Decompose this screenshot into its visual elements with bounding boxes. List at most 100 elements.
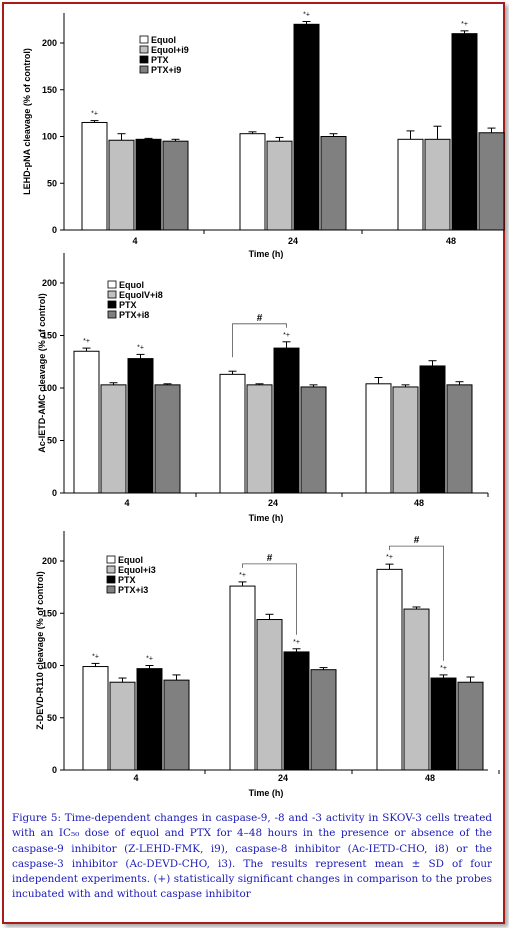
- y-tick-label: 150: [42, 85, 57, 95]
- chart-panel-2: 0 50 100 150 200 Ac-IETD-AMC cleavage (% of c…: [37, 253, 489, 523]
- significance-marker: *+: [92, 653, 99, 660]
- legend-label: PTX+i3: [118, 585, 148, 595]
- bar-equol-i3: [109, 681, 136, 771]
- legend-swatch: [106, 565, 116, 574]
- bar-equol: [82, 666, 109, 771]
- significance-marker: *+: [137, 344, 144, 351]
- y-tick-label: 0: [52, 488, 57, 498]
- y-tick-label: 200: [42, 556, 57, 566]
- bar-equol: [376, 568, 403, 771]
- bar-ptx-i3: [457, 681, 484, 771]
- chart-panel-1: 0 50 100 150 200 LEHD-pNA cleavage (% of cont…: [22, 11, 505, 259]
- legend-label: EquolV+i8: [119, 290, 163, 300]
- significance-marker: *+: [303, 11, 310, 18]
- legend-label: PTX: [119, 300, 137, 310]
- y-tick-label: 50: [47, 713, 57, 723]
- x-tick-label: 24: [268, 498, 278, 508]
- y-tick-label: 0: [52, 765, 57, 775]
- legend-label: PTX+i8: [119, 310, 149, 320]
- bar-ptx-i9: [162, 140, 189, 231]
- bar-ptx: [293, 23, 320, 231]
- significance-marker: *+: [146, 656, 153, 663]
- bar-equol: [365, 383, 392, 494]
- bar-equol: [239, 133, 266, 231]
- bar-equol: [73, 350, 100, 494]
- significance-marker: *+: [293, 639, 300, 646]
- significance-marker: *+: [440, 665, 447, 672]
- bar-equol-i3: [256, 619, 283, 771]
- significance-marker: *+: [461, 21, 468, 28]
- legend-swatch: [139, 65, 149, 74]
- legend-label: Equol+i3: [118, 565, 156, 575]
- legend-swatch: [107, 290, 117, 299]
- bar-ptx: [136, 668, 163, 771]
- bracket-label: #: [267, 553, 273, 564]
- legend-swatch: [139, 35, 149, 44]
- x-tick-label: 4: [133, 773, 138, 783]
- legend-label: Equol: [119, 280, 144, 290]
- chart-panel-3: 0 50 100 150 200 Z-DEVD-R110 cleavage (% of c…: [35, 531, 500, 798]
- legend-swatch: [106, 555, 116, 564]
- legend-label: PTX+i9: [151, 65, 181, 75]
- legend-label: PTX: [118, 575, 136, 585]
- significance-marker: *+: [239, 572, 246, 579]
- legend-swatch: [139, 55, 149, 64]
- bracket-label: #: [414, 535, 420, 546]
- bar-equolv-i8: [392, 386, 419, 494]
- y-axis-title: Ac-IETD-AMC cleavage (% of control): [37, 293, 47, 453]
- bar-equol: [397, 138, 424, 231]
- bar-ptx: [135, 138, 162, 231]
- legend-label: Equol: [118, 555, 143, 565]
- legend-swatch: [106, 585, 116, 594]
- legend-swatch: [107, 300, 117, 309]
- figure-caption: Figure 5: Time-dependent changes in casp…: [12, 812, 492, 901]
- bar-ptx: [419, 365, 446, 494]
- x-tick-label: 48: [414, 498, 424, 508]
- x-tick-label: 4: [124, 498, 129, 508]
- y-tick-label: 200: [42, 38, 57, 48]
- bar-equol-i9: [266, 140, 293, 231]
- x-tick-label: 24: [278, 773, 288, 783]
- bar-equolv-i8: [100, 384, 127, 494]
- y-tick-label: 100: [42, 383, 57, 393]
- significance-marker: *+: [283, 332, 290, 339]
- bracket-label: #: [257, 313, 263, 324]
- x-tick-label: 48: [446, 236, 456, 246]
- bar-ptx-i8: [300, 386, 327, 494]
- legend-swatch: [107, 280, 117, 289]
- legend-swatch: [106, 575, 116, 584]
- bar-ptx: [127, 358, 154, 494]
- significance-marker: *+: [91, 111, 98, 118]
- bar-ptx: [273, 347, 300, 494]
- x-axis-title: Time (h): [249, 788, 284, 798]
- y-tick-label: 100: [42, 661, 57, 671]
- y-tick-label: 200: [42, 278, 57, 288]
- x-tick-label: 24: [288, 236, 298, 246]
- significance-marker: *+: [83, 338, 90, 345]
- bar-equol-i9: [108, 139, 135, 231]
- y-tick-label: 150: [42, 608, 57, 618]
- bar-ptx: [430, 677, 457, 771]
- significance-marker: *+: [386, 554, 393, 561]
- bar-ptx-i8: [154, 384, 181, 494]
- y-tick-label: 150: [42, 331, 57, 341]
- legend-label: Equol: [151, 35, 176, 45]
- bar-ptx-i9: [320, 136, 347, 231]
- legend-label: Equol+i9: [151, 45, 189, 55]
- y-tick-label: 50: [47, 178, 57, 188]
- y-axis-title: Z-DEVD-R110 cleavage (% of control): [35, 571, 45, 730]
- legend-swatch: [107, 310, 117, 319]
- bar-ptx: [451, 33, 478, 231]
- x-axis-title: Time (h): [249, 513, 284, 523]
- bar-equol: [219, 373, 246, 494]
- bar-equol-i9: [424, 138, 451, 231]
- y-axis-title: LEHD-pNA cleavage (% of control): [22, 48, 32, 195]
- figure-charts: 0 50 100 150 200 LEHD-pNA cleavage (% of cont…: [22, 11, 505, 798]
- bar-ptx-i3: [310, 669, 337, 771]
- significance-bracket: [242, 563, 297, 635]
- legend-label: PTX: [151, 55, 169, 65]
- bar-equol: [81, 121, 108, 231]
- significance-bracket: [389, 545, 444, 661]
- bar-equolv-i8: [246, 384, 273, 494]
- bar-equol-i3: [403, 608, 430, 771]
